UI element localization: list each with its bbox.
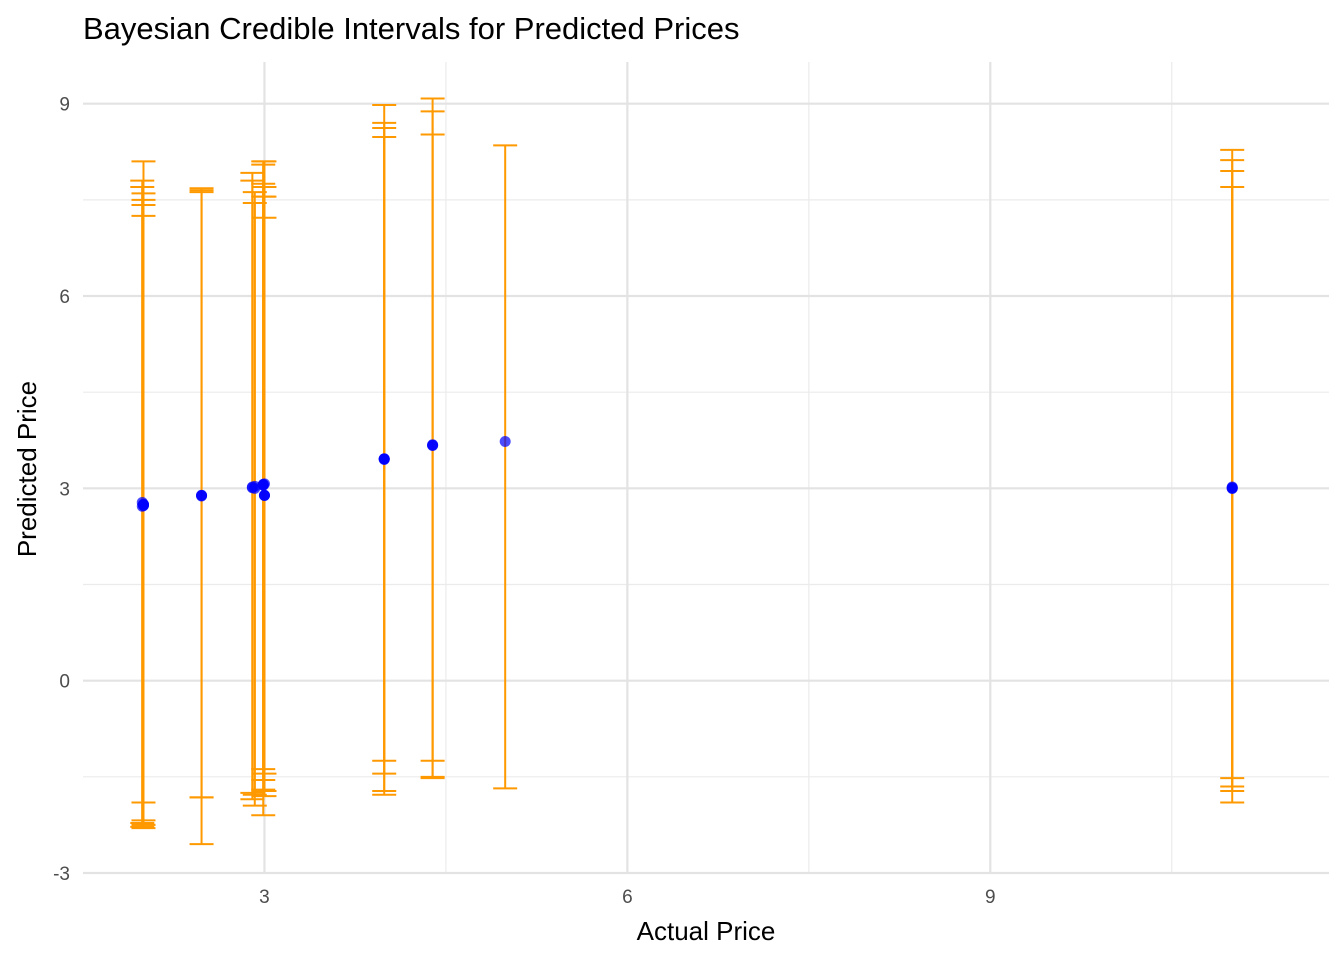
predicted-point bbox=[258, 489, 270, 501]
predicted-point bbox=[378, 453, 390, 465]
chart-title: Bayesian Credible Intervals for Predicte… bbox=[83, 11, 739, 46]
y-tick-label: 0 bbox=[59, 672, 70, 693]
x-tick-label: 9 bbox=[985, 887, 996, 908]
x-tick-label: 3 bbox=[259, 887, 270, 908]
credible-interval bbox=[420, 133, 445, 780]
y-tick-label: 3 bbox=[59, 479, 70, 500]
y-tick-label: 9 bbox=[59, 95, 70, 116]
interval-series bbox=[130, 97, 1245, 846]
credible-interval bbox=[131, 214, 156, 826]
credible-interval bbox=[493, 144, 518, 790]
predicted-point bbox=[427, 439, 439, 451]
y-tick-label: -3 bbox=[53, 864, 70, 885]
y-axis-title: Predicted Price bbox=[12, 381, 42, 557]
point-series bbox=[136, 436, 1238, 512]
x-axis-title: Actual Price bbox=[637, 916, 776, 946]
tick-labels: -3 0 3 6 9 3 6 9 bbox=[53, 95, 995, 908]
predicted-point bbox=[258, 478, 270, 490]
credible-interval bbox=[372, 136, 397, 796]
predicted-point bbox=[196, 490, 208, 502]
predicted-point bbox=[249, 482, 261, 494]
predicted-point bbox=[1226, 482, 1238, 494]
credible-interval bbox=[252, 216, 277, 792]
y-tick-label: 6 bbox=[59, 287, 70, 308]
predicted-point bbox=[499, 436, 511, 448]
x-tick-label: 6 bbox=[622, 887, 633, 908]
predicted-point bbox=[137, 499, 149, 511]
